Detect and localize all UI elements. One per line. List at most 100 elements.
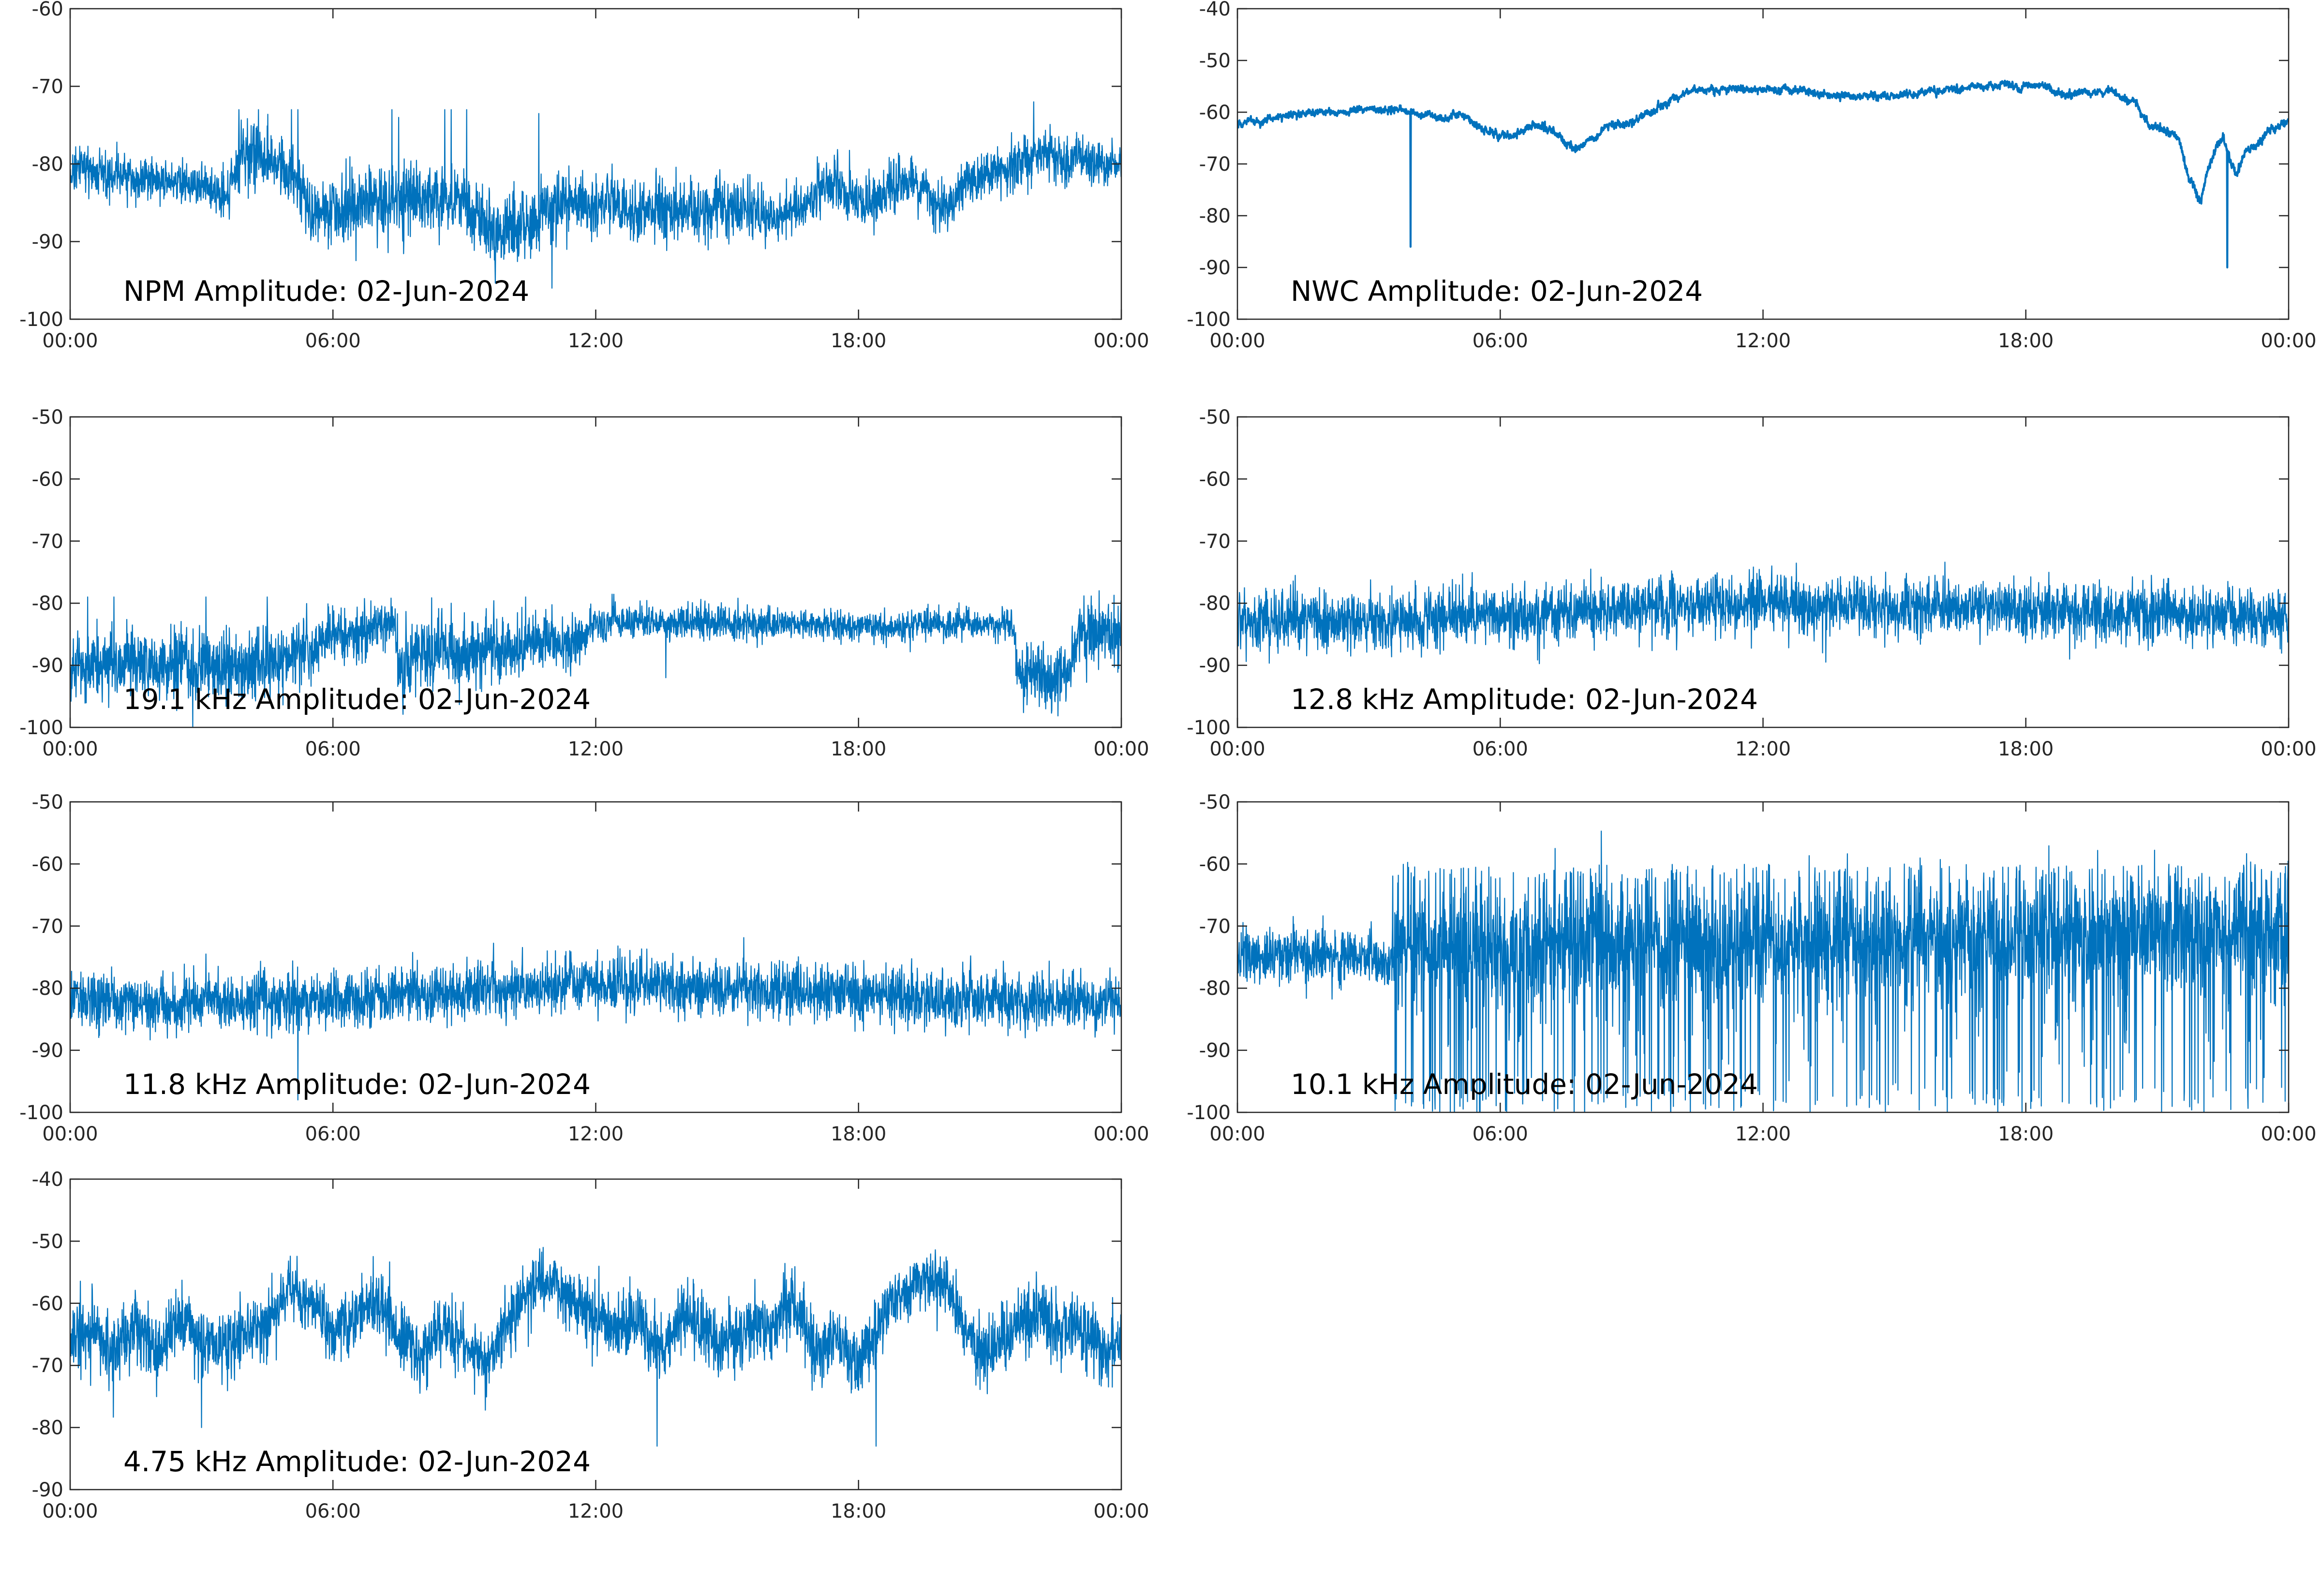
y-tick-label: -90 [32,1040,63,1062]
x-tick-label: 06:00 [305,330,361,352]
x-tick-label: 00:00 [1093,1123,1149,1145]
x-tick-label: 12:00 [1735,330,1791,352]
y-tick-label: -40 [1199,0,1231,20]
y-tick-label: -100 [1187,1102,1231,1124]
y-tick-label: -60 [1199,853,1231,875]
y-tick-label: -60 [32,853,63,875]
x-tick-label: 00:00 [1093,1500,1149,1522]
axes-box-npm [69,8,1122,320]
y-tick-label: -90 [1199,655,1231,677]
x-tick-label: 18:00 [831,1500,886,1522]
y-tick-label: -70 [32,76,63,98]
x-tick-label: 06:00 [1473,330,1528,352]
y-tick-label: -70 [1199,916,1231,938]
x-tick-label: 06:00 [1473,1123,1528,1145]
y-tick-label: -50 [32,1230,63,1253]
x-tick-label: 18:00 [1998,738,2054,760]
x-tick-label: 00:00 [2261,330,2316,352]
x-tick-label: 00:00 [42,738,98,760]
series-line-nwc [1237,79,2289,269]
x-tick-label: 12:00 [568,1500,624,1522]
y-tick-label: -80 [1199,977,1231,1000]
y-tick-label: -60 [1199,468,1231,490]
x-tick-label: 00:00 [1209,330,1265,352]
y-tick-label: -100 [1187,309,1231,331]
x-tick-label: 18:00 [831,738,886,760]
y-tick-label: -100 [19,717,63,739]
y-tick-label: -90 [32,1479,63,1501]
x-tick-label: 00:00 [42,1123,98,1145]
x-tick-label: 18:00 [831,1123,886,1145]
x-tick-label: 00:00 [42,1500,98,1522]
y-tick-label: -90 [32,231,63,253]
y-tick-label: -90 [1199,257,1231,279]
x-tick-label: 12:00 [1735,1123,1791,1145]
y-tick-label: -60 [32,468,63,490]
y-tick-label: -100 [19,309,63,331]
y-tick-label: -80 [32,153,63,176]
y-tick-label: -60 [32,0,63,20]
y-tick-label: -50 [1199,50,1231,72]
x-tick-label: 18:00 [1998,1123,2054,1145]
x-tick-label: 06:00 [1473,738,1528,760]
y-tick-label: -70 [1199,153,1231,176]
x-tick-label: 00:00 [1093,330,1149,352]
x-tick-label: 12:00 [568,330,624,352]
x-tick-label: 00:00 [1093,738,1149,760]
y-tick-label: -100 [1187,717,1231,739]
y-tick-label: -70 [1199,531,1231,553]
panel-title-19-1khz: 19.1 kHz Amplitude: 02-Jun-2024 [123,683,591,716]
axes-box-11-8khz [69,801,1122,1113]
y-tick-label: -80 [32,1417,63,1439]
x-tick-label: 06:00 [305,1123,361,1145]
y-tick-label: -50 [32,791,63,813]
y-tick-label: -100 [19,1102,63,1124]
y-tick-label: -40 [32,1168,63,1191]
x-tick-label: 00:00 [42,330,98,352]
y-tick-label: -60 [1199,102,1231,124]
x-tick-label: 06:00 [305,1500,361,1522]
axes-box-nwc [1236,8,2290,320]
x-tick-label: 18:00 [831,330,886,352]
y-tick-label: -60 [32,1293,63,1315]
y-tick-label: -80 [32,592,63,615]
series-line-npm [70,101,1121,289]
x-tick-label: 00:00 [2261,738,2316,760]
series-line-11-8khz [70,937,1121,1101]
x-tick-label: 00:00 [2261,1123,2316,1145]
panel-title-10-1khz: 10.1 kHz Amplitude: 02-Jun-2024 [1291,1068,1758,1101]
series-line-4-75khz [70,1247,1121,1447]
panel-title-11-8khz: 11.8 kHz Amplitude: 02-Jun-2024 [123,1068,591,1101]
x-tick-label: 06:00 [305,738,361,760]
panel-title-12-8khz: 12.8 kHz Amplitude: 02-Jun-2024 [1291,683,1758,716]
x-tick-label: 12:00 [568,1123,624,1145]
y-tick-label: -80 [32,977,63,1000]
y-tick-label: -50 [32,406,63,429]
y-tick-label: -70 [32,1355,63,1377]
x-tick-label: 12:00 [1735,738,1791,760]
series-line-19-1khz [70,590,1121,727]
axes-box-12-8khz [1236,416,2290,728]
y-tick-label: -90 [1199,1040,1231,1062]
y-tick-label: -70 [32,916,63,938]
series-line-10-1khz [1237,830,2289,1112]
y-tick-label: -50 [1199,406,1231,429]
x-tick-label: 18:00 [1998,330,2054,352]
panel-title-4-75khz: 4.75 kHz Amplitude: 02-Jun-2024 [123,1445,591,1478]
x-tick-label: 12:00 [568,738,624,760]
series-line-12-8khz [1237,562,2289,665]
x-tick-label: 00:00 [1209,1123,1265,1145]
y-tick-label: -80 [1199,592,1231,615]
y-tick-label: -80 [1199,205,1231,227]
y-tick-label: -90 [32,655,63,677]
panel-title-nwc: NWC Amplitude: 02-Jun-2024 [1291,275,1703,308]
y-tick-label: -50 [1199,791,1231,813]
